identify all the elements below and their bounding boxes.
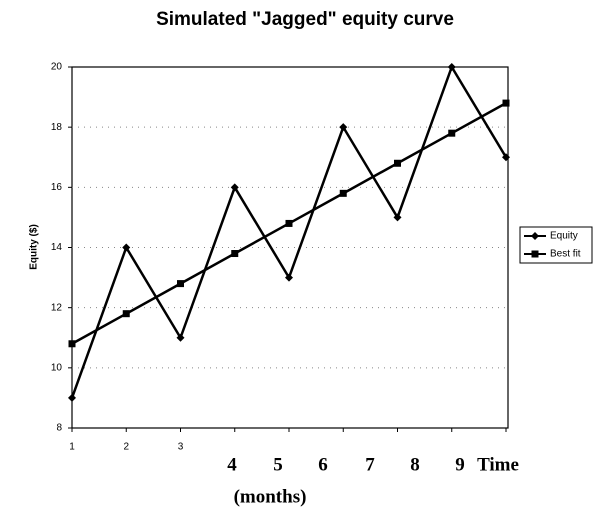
- point-marker: [176, 333, 185, 342]
- y-tick-label: 18: [51, 122, 63, 133]
- point-marker: [231, 250, 239, 258]
- y-axis-label: Equity ($): [29, 224, 40, 270]
- point-marker: [230, 183, 239, 192]
- point-marker: [502, 99, 510, 107]
- y-tick-label: 14: [51, 242, 63, 253]
- x-tick-label: 2: [123, 442, 129, 453]
- y-tick-label: 8: [56, 423, 62, 434]
- chart-title: Simulated "Jagged" equity curve: [156, 9, 454, 30]
- point-marker: [394, 159, 401, 167]
- point-marker: [68, 340, 76, 348]
- legend-label: Equity: [550, 231, 578, 242]
- point-marker: [447, 63, 456, 71]
- x-tick-label: 9: [455, 454, 465, 475]
- x-axis-label: Time: [477, 454, 519, 475]
- y-tick-label: 16: [51, 182, 63, 193]
- plot-frame: [71, 66, 509, 429]
- series-line: [70, 64, 508, 399]
- point-marker: [339, 189, 347, 197]
- point-marker: [122, 310, 130, 318]
- x-tick-label: 3: [178, 442, 184, 453]
- x-tick-label: 7: [365, 454, 375, 475]
- y-tick-label: 12: [51, 302, 63, 313]
- x-tick-label: 5: [273, 454, 283, 475]
- legend-label: Best fit: [550, 249, 581, 260]
- point-marker: [68, 393, 76, 402]
- point-marker: [122, 243, 131, 252]
- x-tick-label: 4: [227, 454, 237, 475]
- point-marker: [177, 280, 184, 288]
- point-marker: [285, 219, 293, 227]
- legend-marker: [531, 250, 539, 258]
- y-tick-label: 10: [51, 362, 63, 373]
- x-tick-label: 6: [318, 454, 328, 475]
- point-marker: [448, 129, 456, 137]
- legend-marker: [531, 232, 539, 240]
- x-tick-label: 8: [410, 454, 420, 475]
- x-tick-label: 1: [69, 442, 75, 453]
- x-axis-unit: (months): [234, 486, 307, 507]
- point-marker: [285, 273, 293, 282]
- y-tick-label: 20: [51, 62, 63, 73]
- point-marker: [339, 123, 348, 132]
- point-marker: [502, 153, 510, 162]
- point-marker: [393, 213, 402, 222]
